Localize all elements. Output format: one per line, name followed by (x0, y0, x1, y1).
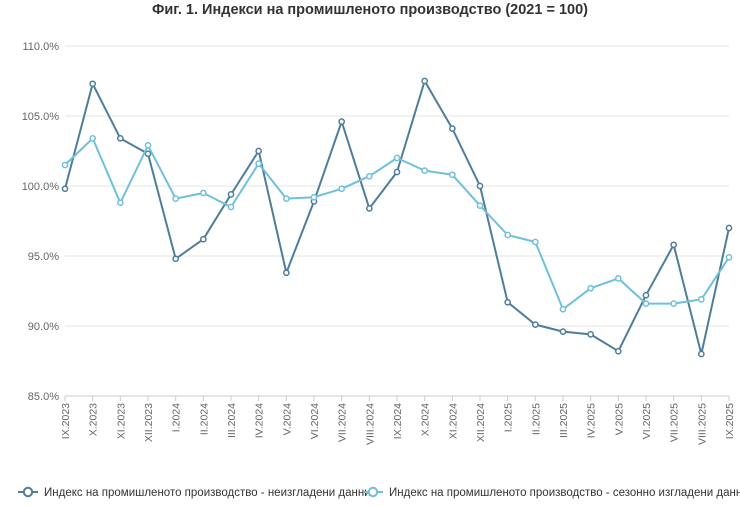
legend-label: Индекс на промишленото производство - се… (389, 487, 740, 499)
series-line (64, 137, 730, 311)
legend-label: Индекс на промишленото производство - не… (44, 487, 371, 499)
data-point[interactable] (697, 296, 705, 303)
data-point[interactable] (172, 255, 180, 263)
x-tick-label: XI.2024 (447, 403, 459, 439)
data-point[interactable] (504, 298, 512, 306)
y-tick-label: 105.0% (22, 111, 60, 123)
x-tick-label: I.2025 (503, 403, 515, 432)
data-point[interactable] (725, 254, 733, 261)
gridlines (65, 45, 729, 397)
x-tick-label: VI.2025 (641, 403, 653, 439)
y-tick-label: 100.0% (22, 181, 60, 193)
data-point[interactable] (448, 125, 456, 132)
x-tick-label: VIII.2024 (364, 403, 376, 445)
x-tick-label: II.2025 (530, 403, 542, 435)
y-tick-label: 110.0% (23, 41, 60, 53)
data-point[interactable] (559, 305, 567, 313)
x-tick-label: IV.2025 (586, 403, 598, 438)
data-point[interactable] (642, 291, 650, 299)
data-point[interactable] (89, 80, 97, 88)
data-point[interactable] (227, 191, 235, 198)
y-tick-label: 85.0% (28, 391, 59, 403)
data-point[interactable] (172, 195, 180, 202)
x-tick-label: I.2024 (171, 403, 183, 432)
y-tick-label: 90.0% (28, 321, 59, 333)
x-tick-label: VI.2024 (309, 403, 321, 439)
x-tick-label: XII.2024 (475, 403, 487, 442)
data-point[interactable] (670, 241, 678, 249)
legend-marker (367, 486, 379, 498)
data-point[interactable] (421, 167, 429, 174)
data-point[interactable] (61, 161, 69, 169)
data-point[interactable] (61, 185, 69, 193)
data-point[interactable] (670, 300, 678, 307)
data-point[interactable] (89, 135, 97, 142)
data-point[interactable] (697, 350, 705, 358)
data-point[interactable] (255, 147, 263, 155)
data-point[interactable] (614, 275, 622, 282)
data-point[interactable] (614, 347, 622, 355)
data-point[interactable] (227, 203, 235, 211)
data-point[interactable] (476, 182, 484, 190)
data-point[interactable] (116, 135, 124, 142)
data-point[interactable] (531, 238, 539, 246)
data-point[interactable] (144, 142, 152, 149)
data-point[interactable] (365, 172, 373, 180)
x-tick-label: XII.2023 (143, 403, 155, 442)
data-point[interactable] (199, 235, 207, 243)
legend-item-2[interactable]: Индекс на промишленото производство - се… (363, 486, 740, 499)
x-tick-label: XI.2023 (115, 403, 127, 439)
x-axis: IX.2023 X.2023 XI.2023 XII.2023 I.2024 II.202… (60, 396, 736, 445)
x-tick-label: III.2024 (226, 403, 238, 438)
data-point[interactable] (642, 300, 650, 307)
x-tick-label: VIII.2025 (696, 403, 708, 445)
y-tick-label: 95.0% (28, 251, 59, 263)
data-point[interactable] (338, 118, 346, 125)
x-tick-label: V.2025 (613, 403, 625, 435)
x-tick-label: IX.2023 (60, 403, 72, 439)
data-point[interactable] (199, 189, 207, 197)
x-tick-label: VII.2025 (669, 403, 681, 442)
x-tick-label: III.2025 (558, 403, 570, 438)
legend-marker (22, 486, 34, 498)
data-point[interactable] (365, 205, 373, 212)
x-tick-label: V.2024 (281, 403, 293, 435)
data-point[interactable] (448, 171, 456, 179)
y-axis: 85.0% 90.0% 95.0% 100.0% 105.0% 110.0% (22, 41, 60, 403)
series-1 (61, 77, 733, 358)
x-tick-label: IV.2024 (254, 403, 266, 438)
data-point[interactable] (144, 150, 152, 158)
data-point[interactable] (282, 269, 290, 277)
data-point[interactable] (421, 77, 429, 85)
data-point[interactable] (282, 195, 290, 202)
series-line (64, 80, 730, 355)
data-point[interactable] (559, 328, 567, 335)
data-point[interactable] (587, 284, 595, 292)
data-point[interactable] (116, 199, 124, 207)
chart-title: Фиг. 1. Индекси на промишленото производ… (152, 2, 588, 18)
x-tick-label: IX.2024 (392, 403, 404, 439)
data-point[interactable] (393, 168, 401, 176)
data-point[interactable] (587, 331, 595, 338)
x-tick-label: X.2023 (88, 403, 100, 436)
x-tick-label: IX.2025 (724, 403, 736, 439)
legend-item-1[interactable]: Индекс на промишленото производство - не… (18, 486, 371, 499)
data-point[interactable] (476, 202, 484, 209)
series-group (61, 77, 733, 358)
x-tick-label: VII.2024 (337, 403, 349, 442)
data-point[interactable] (504, 231, 512, 239)
data-point[interactable] (338, 185, 346, 193)
x-tick-label: X.2024 (420, 403, 432, 436)
data-point[interactable] (725, 224, 733, 232)
data-point[interactable] (255, 160, 263, 167)
data-point[interactable] (531, 321, 539, 328)
x-tick-label: II.2024 (198, 403, 210, 435)
legend[interactable]: Индекс на промишленото производство - не… (18, 486, 740, 499)
data-point[interactable] (393, 154, 401, 162)
series-2 (61, 135, 733, 313)
data-point[interactable] (310, 193, 318, 201)
